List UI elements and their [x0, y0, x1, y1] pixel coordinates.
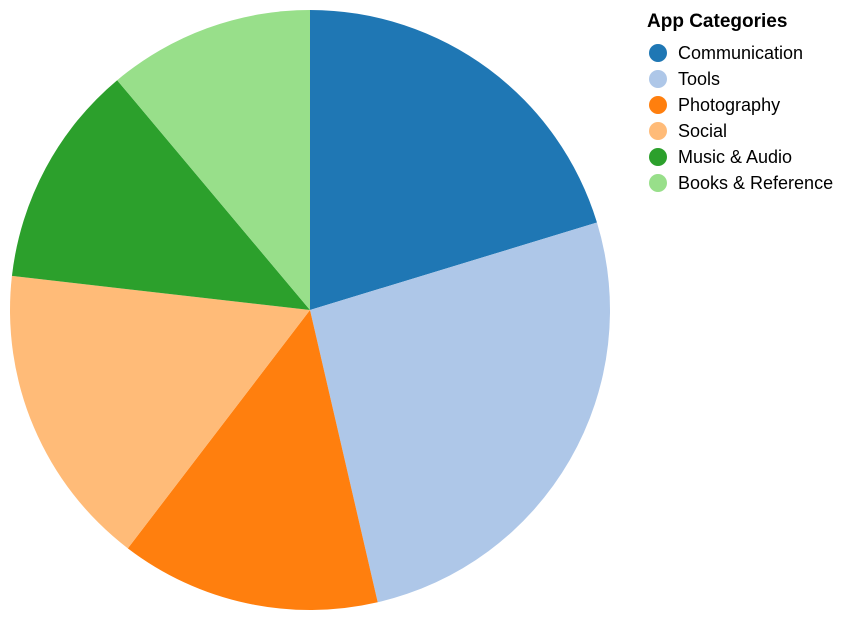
pie-slice-social	[9, 275, 311, 549]
legend-title: App Categories	[647, 11, 787, 32]
pie-slice-tools	[310, 222, 611, 603]
legend-item-photography: Photography	[649, 95, 780, 115]
legend-swatch	[649, 174, 667, 192]
legend: App Categories Communication Tools Photogr…	[647, 11, 833, 193]
legend-swatch	[649, 70, 667, 88]
legend-item-music-and-audio: Music & Audio	[649, 147, 792, 167]
legend-label: Tools	[678, 69, 720, 89]
legend-swatch	[649, 44, 667, 62]
legend-item-social: Social	[649, 121, 727, 141]
legend-item-tools: Tools	[649, 69, 720, 89]
pie-slice-communication	[310, 10, 597, 310]
legend-item-books-and-reference: Books & Reference	[649, 173, 833, 193]
pie-slice-books-and-reference	[117, 10, 310, 310]
legend-label: Social	[678, 121, 727, 141]
legend-label: Music & Audio	[678, 147, 792, 167]
pie-slices	[9, 10, 611, 611]
legend-label: Communication	[678, 43, 803, 63]
pie-slice-photography	[127, 310, 378, 611]
legend-swatch	[649, 148, 667, 166]
pie-slice-music-and-audio	[11, 80, 310, 310]
legend-label: Photography	[678, 95, 780, 115]
legend-label: Books & Reference	[678, 173, 833, 193]
legend-swatch	[649, 96, 667, 114]
legend-item-communication: Communication	[649, 43, 803, 63]
legend-items: Communication Tools Photography Social Music…	[649, 43, 833, 193]
legend-swatch	[649, 122, 667, 140]
